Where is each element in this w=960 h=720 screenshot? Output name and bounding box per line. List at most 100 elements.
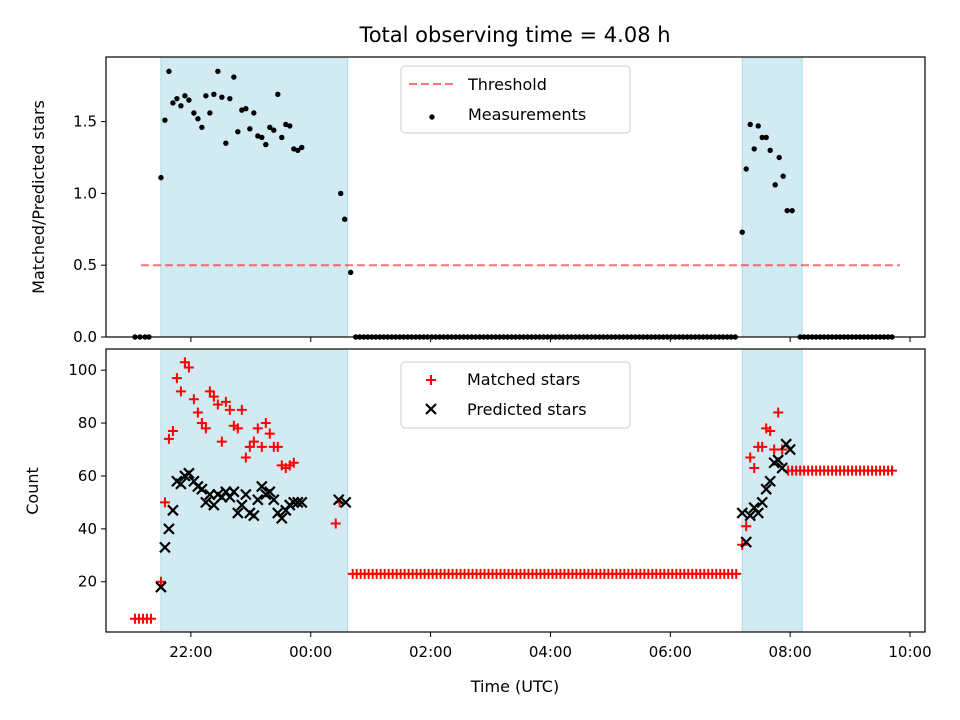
matched-star-point [220,396,231,407]
measurement-point [195,116,201,122]
x-tick-label: 22:00 [169,643,212,661]
predicted-star-point [228,486,240,498]
measurement-point [763,134,769,141]
measurement-point [271,127,277,133]
predicted-star-point [196,483,208,495]
measurement-point [251,110,257,116]
matched-star-point [167,425,178,436]
matched-star-point [272,441,283,452]
top-panel: 0.0 0.5 1.0 1.5 Matched/Predicted stars Thr… [29,56,926,346]
legend-predicted-label: Predicted stars [467,400,587,419]
predicted-star-point [291,496,304,509]
bottom-ylabel: Count [23,467,42,515]
measurement-point [219,94,225,100]
matched-star-point [260,418,271,429]
matched-star-point [183,362,194,373]
y-tick-label: 60 [78,467,97,485]
matched-star-point [200,423,211,434]
top-axes: 0.0 0.5 1.0 1.5 [73,56,926,346]
matched-star-point [256,441,267,452]
measurement-point [186,97,192,103]
legend-matched-swatch [426,375,436,385]
predicted-star-point [332,493,345,506]
matched-star-point [159,497,170,508]
measurement-point [259,134,265,141]
predicted-star-point [200,496,212,509]
matched-star-point [264,428,275,439]
measurement-point [338,190,344,197]
matched-star-point [745,452,756,463]
axes-frame [105,56,926,338]
shaded-interval [741,348,803,633]
measurement-point [203,93,209,99]
predicted-star-point [339,496,352,509]
measurement-point [784,207,790,214]
matched-star-point [175,386,186,397]
predicted-star-point [276,512,288,525]
measurement-point [211,91,217,98]
matched-star-point [236,404,247,415]
y-tick-label: 40 [78,520,97,538]
measurement-point [247,126,253,132]
bottom-shaded-intervals [160,348,803,633]
x-tick-label: 06:00 [649,643,692,661]
matched-star-point [731,568,742,579]
measurement-point [158,174,164,181]
predicted-star-point [760,483,772,495]
matched-star-point [188,394,199,405]
measurement-point [348,269,354,276]
top-ylabel: Matched/Predicted stars [29,100,48,294]
predicted-star-point [248,509,260,522]
legend-matched-label: Matched stars [467,370,580,389]
y-tick-label: 0.0 [73,328,97,346]
shaded-interval [160,348,349,633]
matched-star-point [757,441,768,452]
matched-star-point [155,576,166,587]
measurement-point [267,124,273,131]
axes-frame [105,348,926,633]
measurement-point [776,154,782,161]
predicted-star-point [736,507,749,519]
matched-star-point [749,463,760,474]
matched-star-point [244,441,255,452]
predicted-star-point [240,488,252,501]
x-tick-label: 02:00 [409,643,452,661]
y-tick-label: 0.5 [73,256,97,274]
x-axis-label: Time (UTC) [470,677,559,696]
measurement-point [223,140,229,146]
measurement-point [243,105,249,112]
measurement-point [295,147,301,154]
legend-box [400,361,631,429]
predicted-star-point [183,467,195,480]
predicted-star-point [740,536,752,548]
matched-star-point [204,386,215,397]
matched-star-point [192,407,203,418]
measurement-point [743,166,749,172]
matched-stars-points [129,357,898,624]
bottom-panel: 20 40 60 80 100 22:00 00:00 02:00 04:00 06:00 08:0… [23,348,932,661]
measurement-point [199,124,205,131]
predicted-star-point [252,493,264,506]
legend-box [400,65,631,134]
predicted-star-point [756,496,768,509]
shaded-interval [160,56,349,338]
predicted-star-point [155,581,167,593]
measurement-point [342,216,348,222]
measurement-point [231,74,237,80]
predicted-star-point [256,480,268,493]
measurement-point [751,146,757,152]
measurement-point [279,134,285,141]
predicted-star-point [772,454,784,466]
matched-star-point [179,357,190,368]
predicted-star-point [295,496,308,509]
measurement-point [162,117,168,123]
measurement-point [780,173,786,179]
predicted-star-point [784,443,796,456]
measurement-point [207,110,213,116]
matched-star-point [224,404,235,415]
predicted-star-point [175,478,187,490]
measurement-point [215,68,221,75]
x-tick-label: 08:00 [769,643,812,661]
matched-star-point [208,391,219,402]
